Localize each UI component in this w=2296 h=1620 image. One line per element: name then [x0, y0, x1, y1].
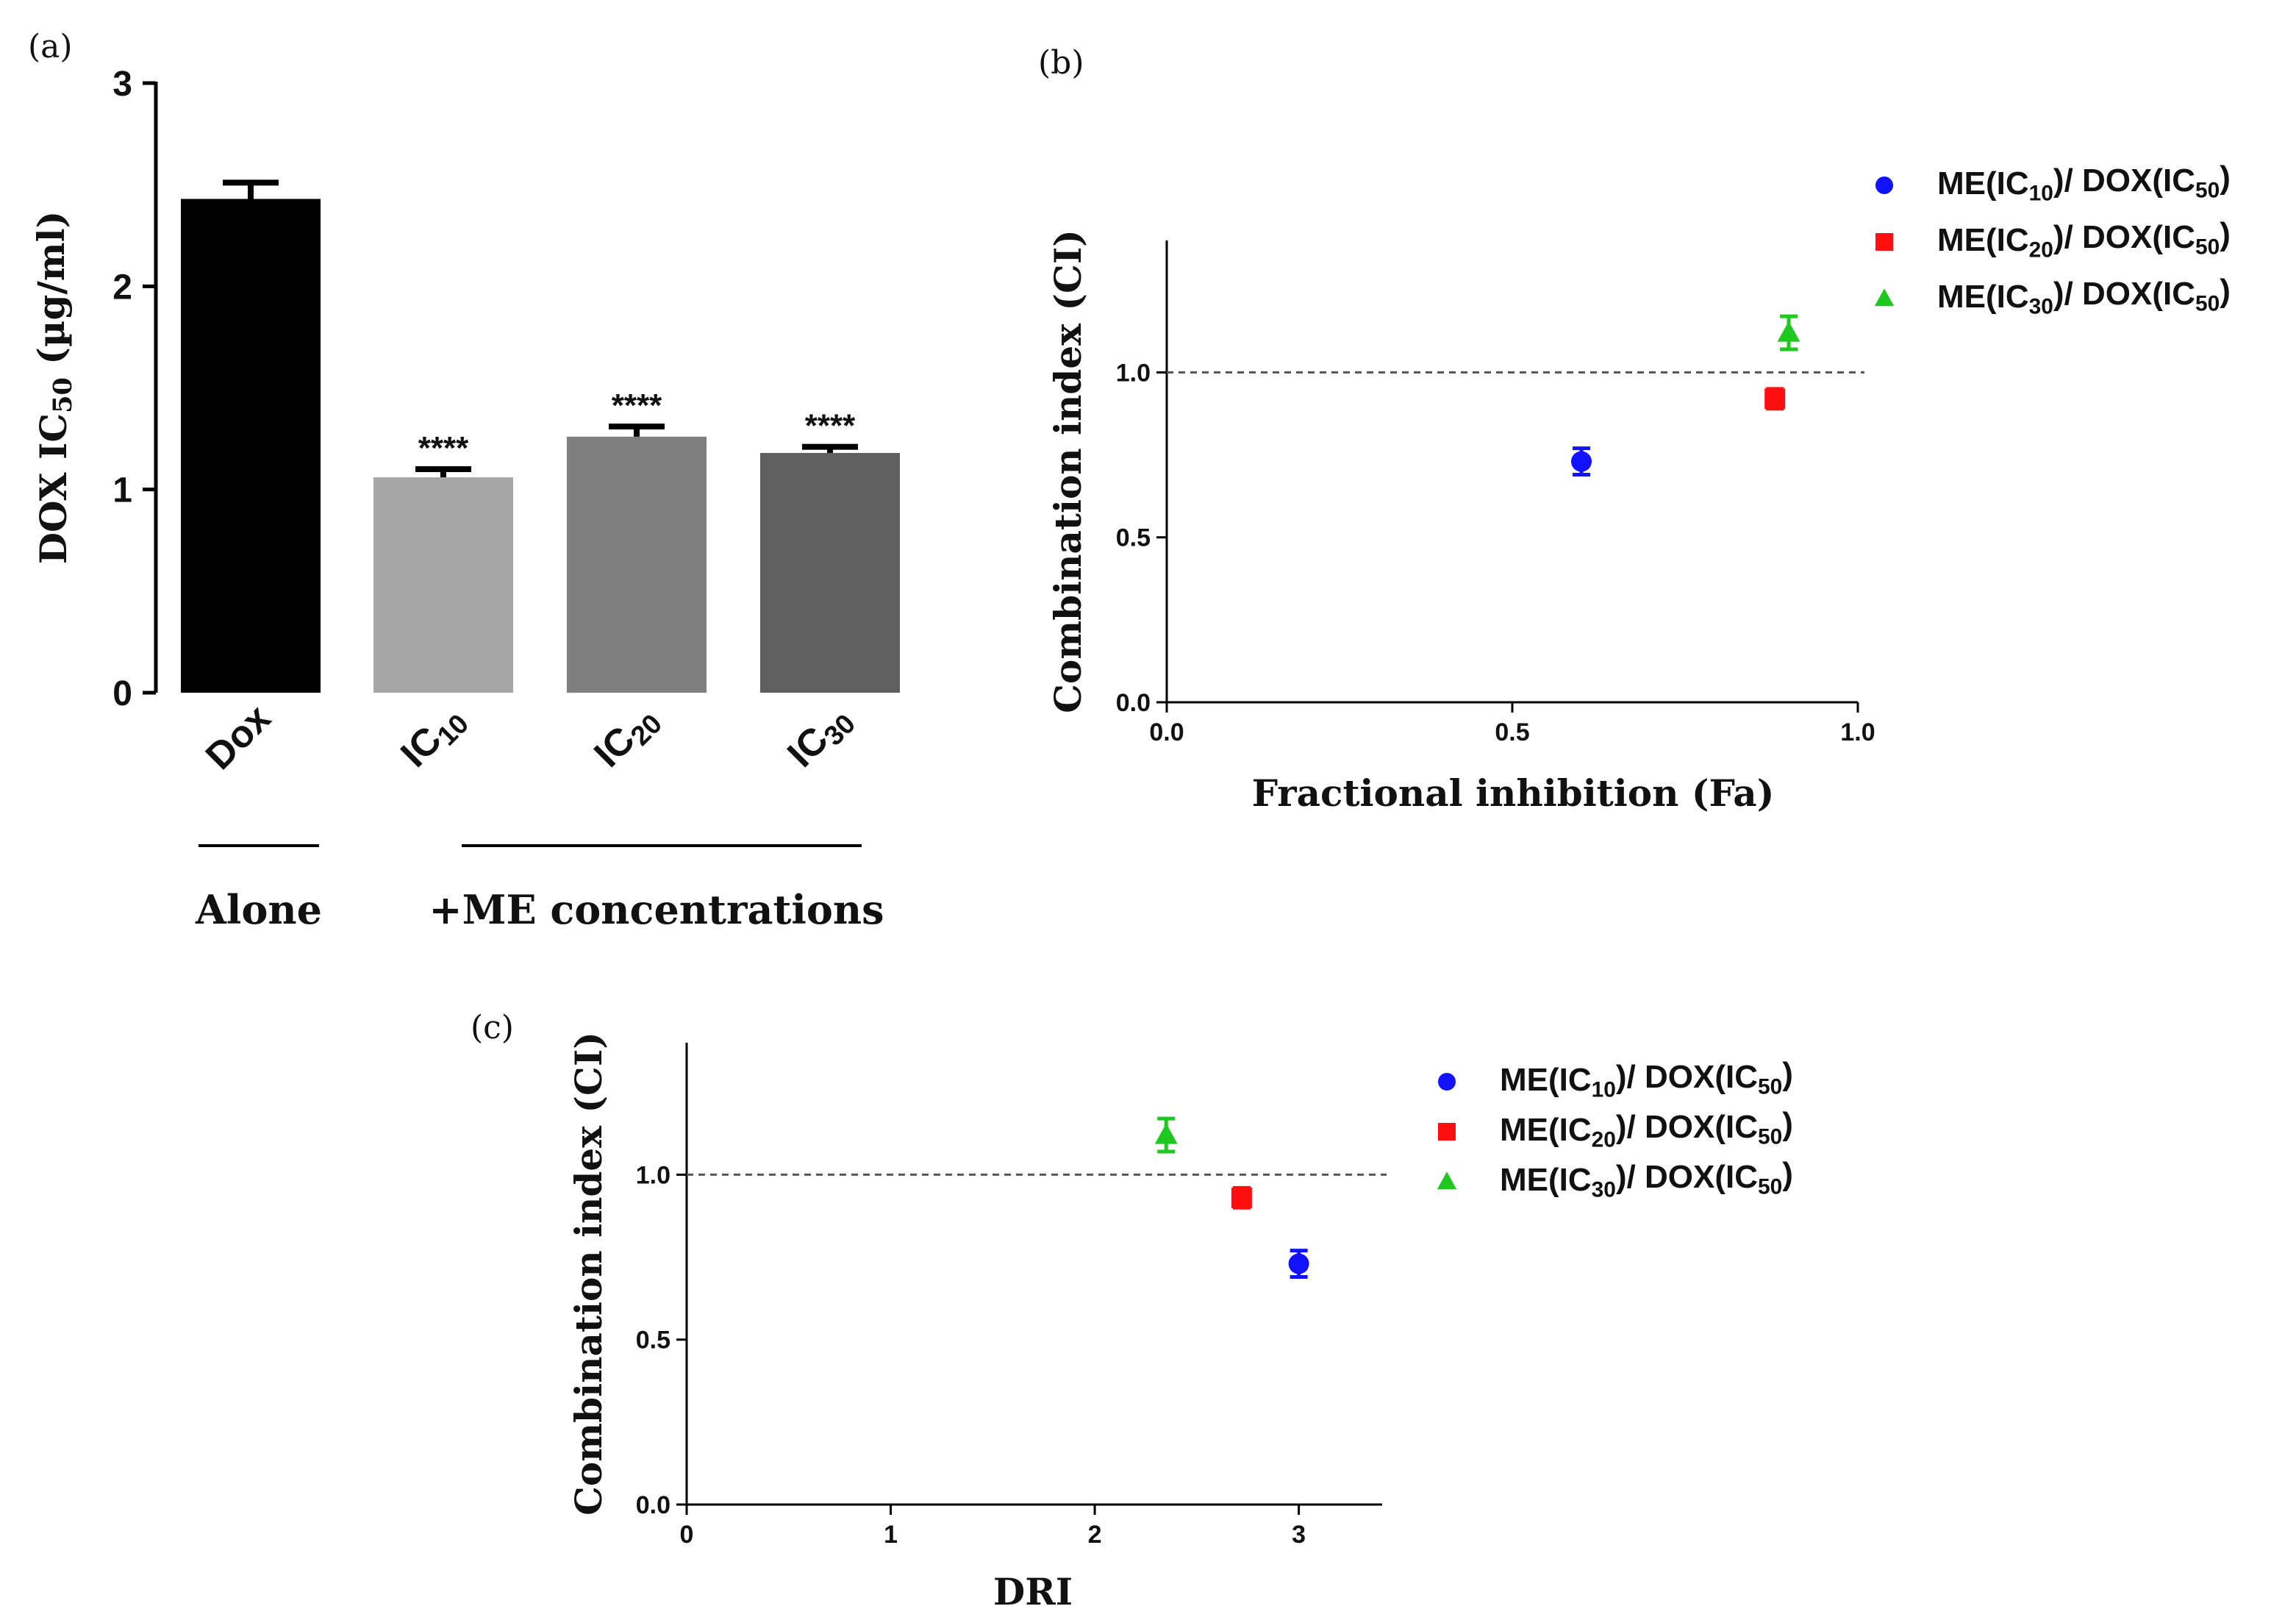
panel-c-x-tick-label: 3 [1292, 1521, 1306, 1549]
significance-label: **** [418, 430, 469, 466]
subscript: 50 [1758, 1174, 1782, 1199]
y-tick-label: 3 [112, 65, 132, 104]
panel-c-label: (c) [471, 1009, 514, 1046]
panel-c-data-point [1288, 1253, 1309, 1274]
panel-c-legend-marker [1438, 1073, 1456, 1091]
panel-b-label: (b) [1038, 44, 1084, 82]
subscript: 50 [2195, 178, 2220, 202]
text-run: ME(IC [1937, 279, 2029, 315]
text-run: ME(IC [1937, 222, 2029, 258]
panel-c-scatter-dri: (c) 0.0 0.5 1.0 0 1 2 3 DRI Combination index (CI… [471, 1009, 1793, 1613]
x-tick-label: Dox [198, 696, 279, 778]
bar [181, 199, 321, 693]
bar [760, 452, 900, 693]
significance-label: **** [805, 408, 856, 444]
panel-c-legend-marker [1437, 1171, 1457, 1190]
panel-b-legend-marker [1875, 176, 1893, 194]
x-tick-label: IC20 [586, 696, 668, 778]
significance-label: **** [612, 388, 662, 424]
panel-c-x-tick-label: 2 [1088, 1521, 1102, 1549]
subscript: 10 [2029, 181, 2053, 205]
text-run: ME(IC [1500, 1112, 1592, 1148]
panel-b-y-tick-label: 0.0 [1116, 689, 1151, 717]
panel-b-x-tick-label: 0.0 [1149, 718, 1184, 746]
subscript: 20 [2029, 238, 2053, 262]
text-run: )/ DOX(IC [1616, 1159, 1758, 1195]
panel-c-y-tick-label: 1.0 [636, 1161, 670, 1189]
panel-c-legend-label: ME(IC30)/ DOX(IC50) [1500, 1156, 1793, 1202]
y-tick-label: 1 [112, 471, 132, 510]
text-run: ME(IC [1500, 1162, 1592, 1198]
panel-b-y-tick-label: 0.5 [1116, 524, 1151, 552]
text-run: )/ DOX(IC [2053, 163, 2195, 199]
subscript: 50 [1758, 1074, 1782, 1099]
panel-c-legend-label: ME(IC10)/ DOX(IC50) [1500, 1056, 1793, 1102]
text-run: ) [1782, 1106, 1793, 1142]
panel-c-x-axis-label: DRI [993, 1570, 1073, 1613]
panel-b-scatter-fa: (b) 0.0 0.5 1.0 0.0 0.5 1.0 Fractional inhibiti… [1038, 44, 2231, 815]
text-run: Dox [198, 696, 279, 778]
y-tick-label: 2 [112, 268, 132, 307]
subscript: 30 [2029, 294, 2053, 318]
panel-c-x-tick-label: 0 [680, 1521, 694, 1549]
subscript: 50 [2195, 235, 2220, 259]
text-run: ME(IC [1937, 165, 2029, 201]
text-run: ) [1782, 1156, 1793, 1192]
panel-b-y-tick-label: 1.0 [1116, 359, 1151, 387]
text-run: )/ DOX(IC [1616, 1109, 1758, 1145]
panel-c-y-axis-label: Combination index (CI) [567, 1032, 610, 1516]
panel-a-bar-chart: (a) 0 1 2 3 DOX IC50 (µg/ml) Dox **** IC10 **** IC… [28, 28, 900, 933]
panel-b-legend-label: ME(IC10)/ DOX(IC50) [1937, 160, 2231, 205]
group-label-me: +ME concentrations [429, 886, 884, 933]
subscript: 30 [1592, 1177, 1616, 1202]
subscript: 50 [2195, 291, 2220, 315]
text-run: )/ DOX(IC [2053, 276, 2195, 312]
panel-b-x-tick-label: 1.0 [1840, 718, 1875, 746]
bar [373, 477, 513, 693]
panel-b-data-point [1764, 388, 1786, 410]
text-run: )/ DOX(IC [2053, 219, 2195, 255]
panel-c-y-tick-label: 0.0 [636, 1491, 670, 1519]
text-run: ) [1782, 1056, 1793, 1092]
y-axis-label: DOX IC50 (µg/ml) [29, 211, 78, 565]
text-run: ME(IC [1500, 1062, 1592, 1098]
panel-b-legend-marker [1875, 233, 1893, 251]
subscript: 20 [1592, 1127, 1616, 1152]
panel-a-label: (a) [28, 28, 73, 65]
panel-b-y-axis-label: Combination index (CI) [1046, 229, 1090, 713]
panel-c-y-tick-label: 0.5 [636, 1327, 670, 1355]
subscript: 10 [1592, 1077, 1616, 1102]
text-run: ) [2220, 273, 2231, 309]
panel-b-data-point [1777, 321, 1800, 342]
panel-c-data-point [1154, 1123, 1178, 1144]
panel-c-x-tick-label: 1 [884, 1521, 898, 1549]
group-label-alone: Alone [195, 886, 322, 933]
panel-b-legend-label: ME(IC20)/ DOX(IC50) [1937, 216, 2231, 262]
x-tick-label: IC10 [393, 696, 474, 778]
panel-b-x-tick-label: 0.5 [1495, 718, 1529, 746]
panel-c-data-point [1231, 1187, 1252, 1208]
panel-b-legend-label: ME(IC30)/ DOX(IC50) [1937, 273, 2231, 318]
panel-b-legend-marker [1874, 288, 1895, 307]
x-tick-label: IC30 [779, 696, 861, 778]
panel-b-x-axis-label: Fractional inhibition (Fa) [1252, 771, 1775, 815]
text-run: ) [2220, 160, 2231, 196]
text-run: )/ DOX(IC [1616, 1059, 1758, 1095]
subscript: 50 [1758, 1124, 1782, 1149]
y-tick-label: 0 [112, 674, 132, 713]
subscript: 50 [48, 377, 78, 413]
text-run: ) [2220, 216, 2231, 252]
text-run: (µg/ml) [29, 211, 73, 377]
panel-c-legend-marker [1438, 1123, 1456, 1141]
bar [567, 436, 707, 693]
text-run: DOX IC [32, 413, 75, 564]
panel-c-legend-label: ME(IC20)/ DOX(IC50) [1500, 1106, 1793, 1152]
panel-b-data-point [1571, 451, 1592, 472]
